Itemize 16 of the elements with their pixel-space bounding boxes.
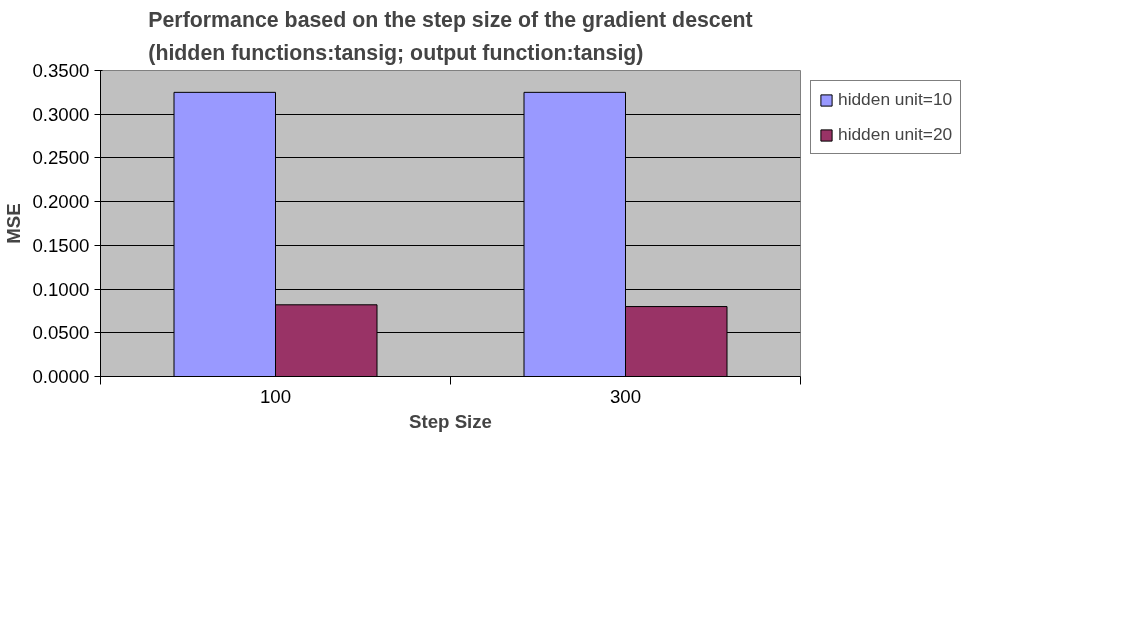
chart-subtitle: (hidden functions:tansig; output function:tansig) [148, 41, 644, 66]
y-tick-label: 0.0500 [32, 322, 90, 344]
y-tick-label: 0.3500 [32, 60, 90, 81]
y-tick-label: 0.0000 [32, 366, 90, 387]
chart-title: Performance based on the step size of the gradient descent [148, 7, 753, 32]
y-tick-label: 0.2500 [32, 147, 90, 169]
y-tick-label: 0.1000 [32, 278, 90, 300]
legend-label: hidden unit=10 [838, 89, 953, 110]
y-tick-label: 0.3000 [32, 103, 90, 125]
legend-label: hidden unit=20 [838, 124, 953, 145]
y-axis-title: MSE [3, 203, 25, 244]
x-axis-title: Step Size [409, 410, 492, 432]
y-tick-label: 0.1500 [32, 234, 90, 256]
y-tick-label: 0.2000 [32, 191, 90, 213]
x-tick-label: 100 [259, 385, 292, 407]
x-tick-label: 300 [609, 385, 642, 407]
